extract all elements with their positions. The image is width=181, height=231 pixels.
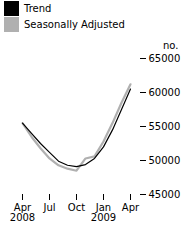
svg-text:50000: 50000 xyxy=(149,155,181,166)
svg-text:Jan2009: Jan2009 xyxy=(91,202,116,223)
svg-text:55000: 55000 xyxy=(149,121,181,132)
svg-text:45000: 45000 xyxy=(149,189,181,200)
html-text:Seasonally Adjusted: Seasonally Adjusted xyxy=(24,19,125,31)
svg-text:Apr2008: Apr2008 xyxy=(10,202,35,223)
svg-text:Oct: Oct xyxy=(68,202,85,213)
svg-text:Jul: Jul xyxy=(42,202,55,213)
svg-text:60000: 60000 xyxy=(149,87,181,98)
svg-text:no.: no. xyxy=(163,40,178,51)
svg-text:65000: 65000 xyxy=(149,53,181,64)
svg-text:Apr: Apr xyxy=(122,202,140,213)
html-text:Trend: Trend xyxy=(24,2,52,14)
